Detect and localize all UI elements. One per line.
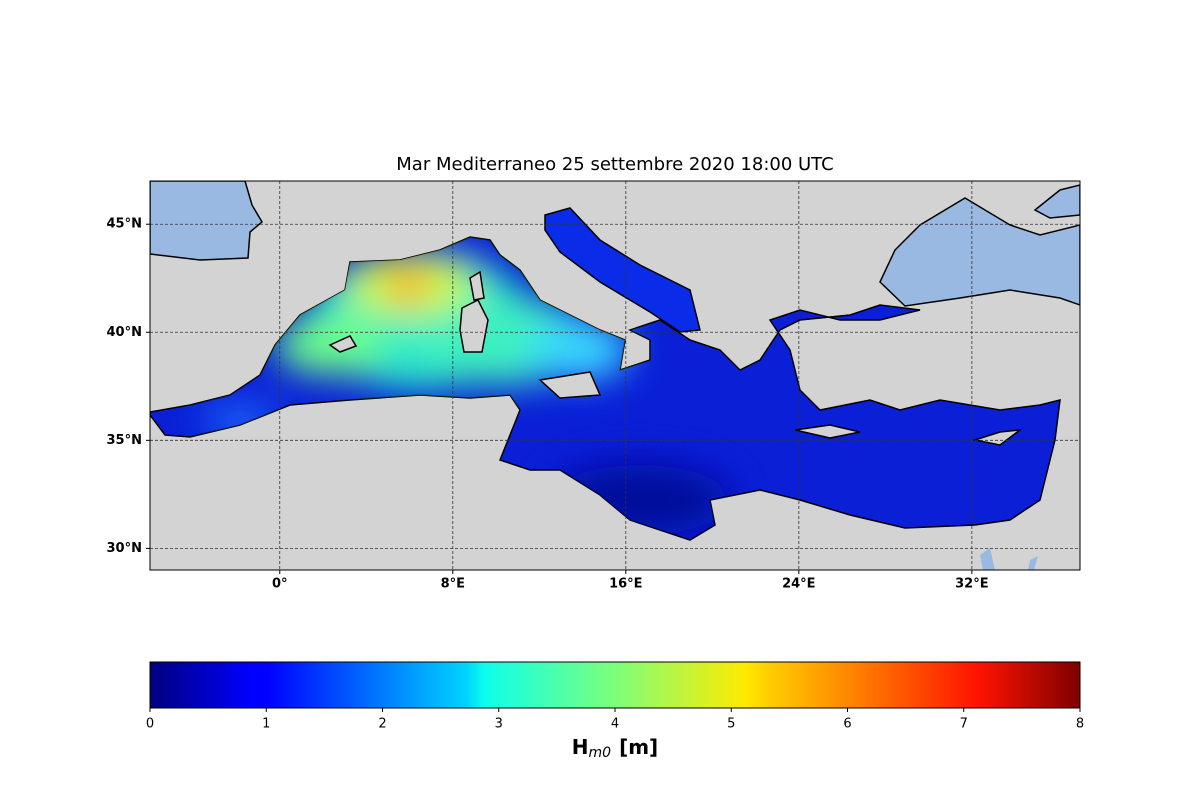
sicily [538, 371, 602, 399]
crete [794, 424, 861, 439]
y-tick-label: 40°N [107, 325, 142, 340]
colorbar-label: Hm0 [m] [572, 735, 658, 762]
map-frame [149, 180, 1081, 571]
colorbar-tick-label: 2 [378, 717, 386, 732]
adriatic [544, 207, 701, 333]
mallorca [328, 335, 358, 353]
grid [150, 181, 1080, 570]
colorbar [149, 661, 1081, 709]
x-tick-label: 16°E [609, 577, 642, 592]
colorbar-tick-label: 6 [843, 717, 851, 732]
black-sea [879, 197, 1080, 307]
x-tick-label: 24°E [782, 577, 815, 592]
map-area [150, 181, 1080, 570]
colorbar-tick-label: 5 [727, 717, 735, 732]
x-tick-label: 32°E [955, 577, 988, 592]
colorbar-tick-label: 0 [146, 717, 154, 732]
azov-sea [1033, 184, 1080, 219]
x-tick-label: 8°E [441, 577, 465, 592]
label-sub: m0 [589, 745, 612, 761]
label-unit: [m] [619, 735, 658, 759]
y-tick-label: 45°N [107, 217, 142, 232]
atlantic [150, 181, 263, 261]
colorbar-tick-label: 7 [960, 717, 968, 732]
corsica [469, 270, 485, 301]
colorbar-tick-label: 8 [1076, 717, 1084, 732]
map-title: Mar Mediterraneo 25 settembre 2020 18:00… [396, 154, 833, 175]
y-tick-label: 35°N [107, 433, 142, 448]
x-tick-label: 0° [272, 577, 288, 592]
sardinia [459, 298, 489, 353]
cyprus [972, 428, 1023, 446]
colorbar-tick-label: 3 [495, 717, 503, 732]
colorbar-tick-label: 1 [262, 717, 270, 732]
y-tick-label: 30°N [107, 541, 142, 556]
red-sea [980, 548, 1038, 570]
label-base: H [572, 735, 589, 759]
colorbar-tick-label: 4 [611, 717, 619, 732]
